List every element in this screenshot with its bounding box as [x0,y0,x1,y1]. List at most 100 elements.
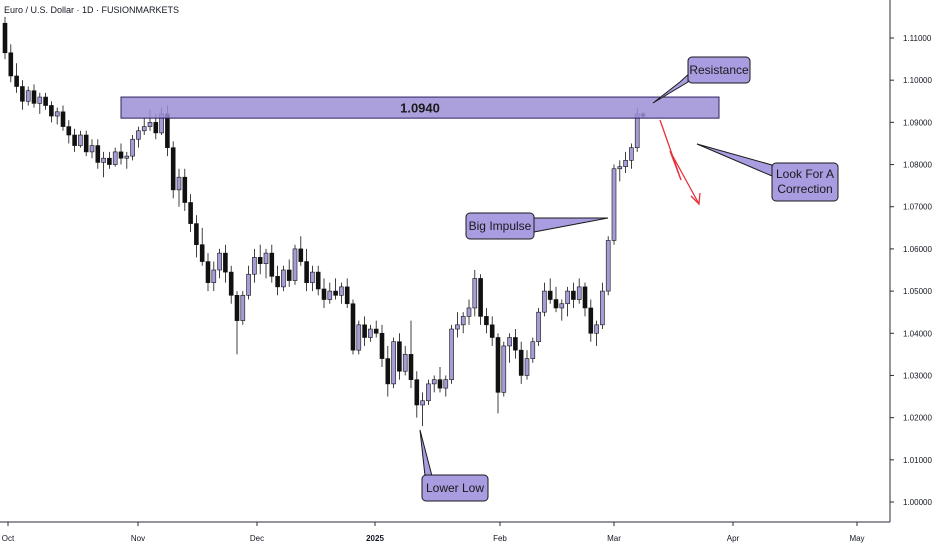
resistance-zone-rect [120,96,720,119]
candle-bull [339,286,344,296]
candle-bear [20,86,25,102]
lower-low-callout: Lower Low [419,429,489,502]
candle-bull [617,166,623,170]
candle-bull [402,354,408,372]
time-tick-label: Dec [250,534,264,543]
candle-bull [130,138,135,157]
candle-bull [565,290,570,305]
candle-bear [199,244,205,262]
candle-bear [95,145,101,163]
candle-bull [460,316,466,326]
candle-bull [443,379,449,389]
time-tick-label: Nov [131,534,145,543]
candle-bear [118,151,124,159]
candle-bull [472,278,478,309]
candle-bull [629,147,634,161]
correction-callout-line1: Look For A [776,167,834,181]
correction-arrow-head [690,192,701,206]
candle-bull [112,151,118,165]
resistance-callout-box [687,56,751,84]
price-tick-label: 1.03000 [903,371,932,380]
candle-bull [634,113,640,148]
resistance-zone: 1.0940 [120,96,720,119]
price-tick-label: 1.10000 [903,76,932,85]
time-axis[interactable]: Oct Nov Dec 2025 Feb Mar Apr May [0,521,890,543]
candle-bull [281,269,286,288]
candle-bear [43,96,48,106]
price-axis[interactable]: 1.11000 1.10000 1.09000 1.08000 1.07000 1.060… [889,0,932,522]
candle-bull [263,252,269,264]
candle-bull [141,126,147,132]
lower-low-callout-box [421,474,489,502]
candle-bear [362,324,367,338]
candle-bear [518,349,524,376]
candle-bear [194,223,199,245]
candle-bull [524,358,530,376]
candle-bull [310,271,315,283]
impulse-callout-label: Big Impulse [469,219,532,233]
candle-bull [101,157,106,163]
candle-bear [234,295,240,321]
candle-bear [484,316,489,326]
candle-bear [2,22,8,54]
candle-bull [507,337,512,347]
candle-bull [576,286,582,300]
candle-bear [228,271,234,296]
candle-bull [124,155,130,159]
candle-bear [107,157,112,165]
candle-bear [350,303,356,351]
price-tick-label: 1.08000 [903,161,932,170]
resistance-callout: Resistance [652,56,751,104]
price-axis-labels: 1.11000 1.10000 1.09000 1.08000 1.07000 1.060… [890,34,932,507]
candle-bear [513,337,518,351]
candle-bear [414,379,420,406]
candle-bull [147,122,153,127]
price-tick-label: 1.09000 [903,118,932,127]
chart-title: Euro / U.S. Dollar · 1D · FUSIONMARKETS [4,5,180,15]
candle-bull [611,168,617,241]
candle-bear [321,288,327,300]
candle-bull [78,134,83,146]
candle-bear [495,337,501,393]
candle-bear [257,257,263,264]
candle-bull [356,324,362,351]
candle-bear [588,307,594,334]
candle-bear [60,111,66,127]
correction-arrow-line [659,119,700,205]
time-axis-labels: Oct Nov Dec 2025 Feb Mar Apr May [2,522,865,543]
correction-arrow [659,119,701,206]
time-tick-label: May [849,534,864,543]
resistance-zone-label: 1.0940 [400,101,440,116]
correction-callout-box [771,162,839,202]
candle-bull [426,383,431,402]
candle-bear [571,290,576,300]
candle-bear [153,122,159,134]
candle-bull [89,145,95,153]
impulse-callout: Big Impulse [465,212,609,240]
resistance-callout-label: Resistance [689,63,749,77]
candle-bull [391,341,396,385]
candle-bear [286,269,292,281]
candle-bear [66,126,72,136]
candle-bear [304,261,309,283]
candle-bear [72,134,77,146]
price-tick-label: 1.01000 [903,456,932,465]
candle-bear [547,290,553,300]
candle-bull [246,273,251,296]
time-tick-label: Oct [2,534,15,543]
candle-bear [223,252,228,273]
candle-bull [211,269,217,283]
impulse-callout-pointer [533,217,609,233]
price-tick-label: 1.11000 [903,34,932,43]
candle-bear [315,271,321,290]
candle-bull [542,290,547,313]
candle-bull [240,295,246,321]
candle-bull [466,307,472,317]
candle-bear [385,358,391,385]
impulse-callout-box [465,212,535,240]
candle-bear [437,379,443,389]
candle-bull [420,400,425,406]
candle-bear [582,286,588,309]
candle-bear [333,290,338,296]
